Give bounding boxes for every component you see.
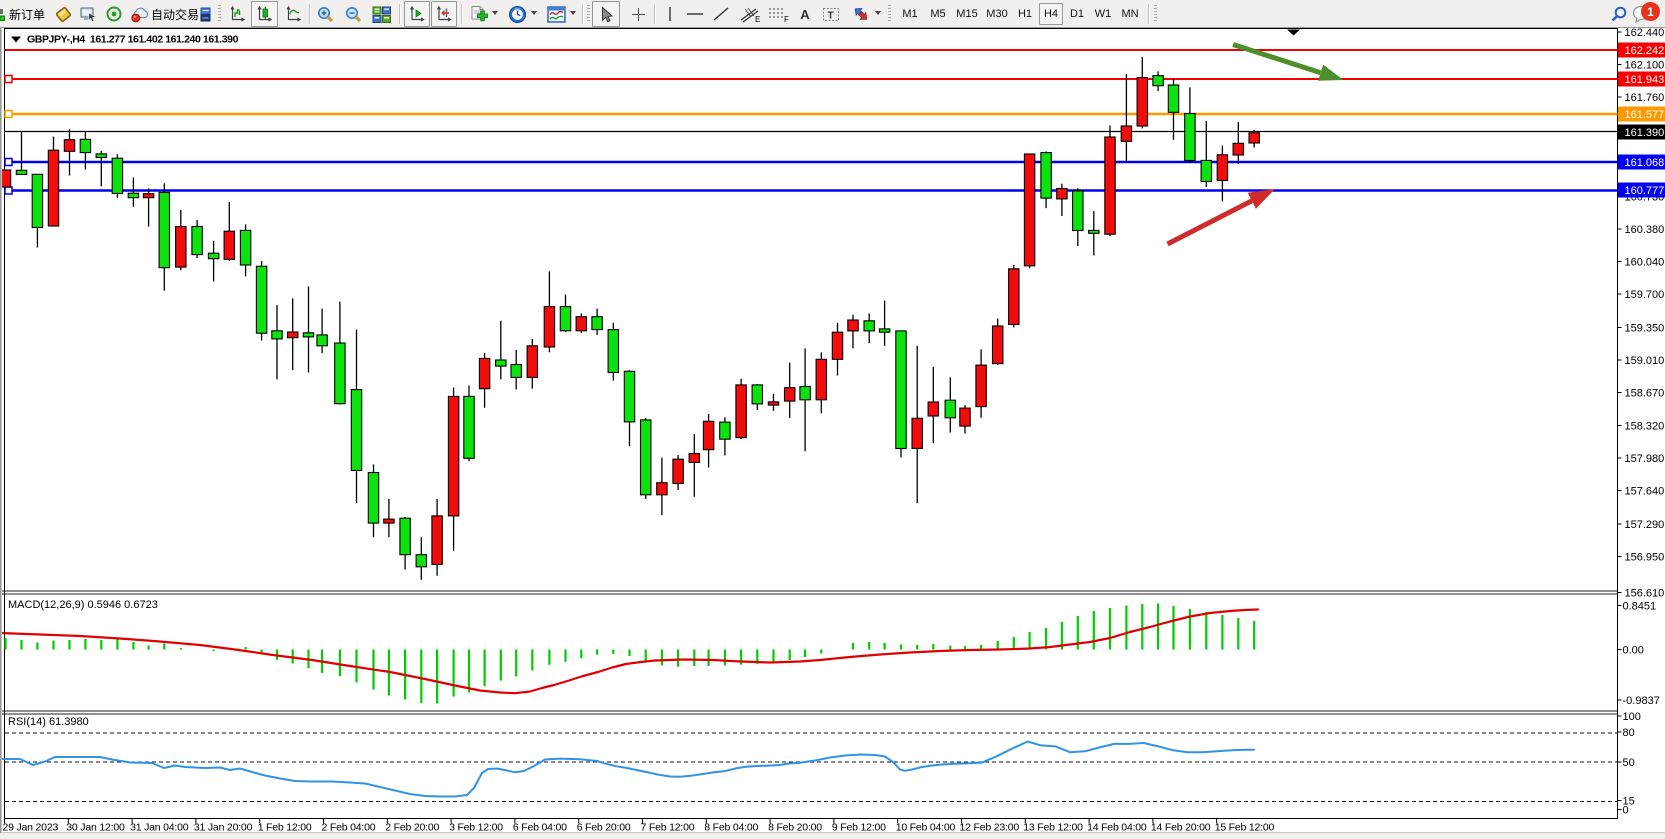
svg-text:158.320: 158.320 xyxy=(1625,421,1665,433)
svg-text:T: T xyxy=(828,10,834,21)
svg-text:14 Feb 04:00: 14 Feb 04:00 xyxy=(1087,822,1147,834)
svg-text:RSI(14) 61.3980: RSI(14) 61.3980 xyxy=(8,716,89,728)
svg-text:13 Feb 12:00: 13 Feb 12:00 xyxy=(1023,822,1083,834)
svg-text:10 Feb 04:00: 10 Feb 04:00 xyxy=(896,822,956,834)
svg-text:159.350: 159.350 xyxy=(1625,323,1665,335)
svg-text:29 Jan 2023: 29 Jan 2023 xyxy=(3,822,59,834)
svg-text:15: 15 xyxy=(1623,796,1635,808)
svg-text:7 Feb 12:00: 7 Feb 12:00 xyxy=(641,822,695,834)
svg-text:161.068: 161.068 xyxy=(1625,157,1665,169)
svg-text:3 Feb 12:00: 3 Feb 12:00 xyxy=(449,822,503,834)
svg-text:161.760: 161.760 xyxy=(1625,92,1665,104)
svg-text:161.943: 161.943 xyxy=(1625,74,1665,86)
svg-text:160.040: 160.040 xyxy=(1625,257,1665,269)
svg-text:2 Feb 04:00: 2 Feb 04:00 xyxy=(322,822,376,834)
svg-text:0: 0 xyxy=(1623,805,1629,817)
svg-text:31 Jan 20:00: 31 Jan 20:00 xyxy=(194,822,253,834)
svg-text:14 Feb 20:00: 14 Feb 20:00 xyxy=(1151,822,1211,834)
svg-text:157.640: 157.640 xyxy=(1625,486,1665,498)
svg-text:162.242: 162.242 xyxy=(1625,45,1665,57)
svg-text:100: 100 xyxy=(1623,711,1641,723)
svg-text:9 Feb 12:00: 9 Feb 12:00 xyxy=(832,822,886,834)
svg-text:157.290: 157.290 xyxy=(1625,519,1665,531)
svg-text:8 Feb 20:00: 8 Feb 20:00 xyxy=(768,822,822,834)
svg-text:80: 80 xyxy=(1623,727,1635,739)
svg-text:GBPJPY-,H4 161.277 161.402 16: GBPJPY-,H4 161.277 161.402 161.240 161.3… xyxy=(27,34,239,46)
svg-text:159.700: 159.700 xyxy=(1625,289,1665,301)
svg-text:8 Feb 04:00: 8 Feb 04:00 xyxy=(704,822,758,834)
svg-text:156.950: 156.950 xyxy=(1625,552,1665,564)
svg-text:1 Feb 12:00: 1 Feb 12:00 xyxy=(258,822,312,834)
svg-text:0.00: 0.00 xyxy=(1623,645,1644,657)
svg-text:6 Feb 20:00: 6 Feb 20:00 xyxy=(577,822,631,834)
svg-text:F: F xyxy=(784,15,789,23)
svg-text:162.100: 162.100 xyxy=(1625,60,1665,72)
svg-text:50: 50 xyxy=(1623,757,1635,769)
svg-text:-0.9837: -0.9837 xyxy=(1623,695,1660,707)
svg-text:MACD(12,26,9) 0.5946 0.6723: MACD(12,26,9) 0.5946 0.6723 xyxy=(8,599,158,611)
svg-text:12 Feb 23:00: 12 Feb 23:00 xyxy=(960,822,1020,834)
svg-text:161.577: 161.577 xyxy=(1625,109,1665,121)
svg-text:0.8451: 0.8451 xyxy=(1623,601,1657,613)
svg-text:2 Feb 20:00: 2 Feb 20:00 xyxy=(385,822,439,834)
svg-text:15 Feb 12:00: 15 Feb 12:00 xyxy=(1215,822,1275,834)
svg-text:162.440: 162.440 xyxy=(1625,27,1665,39)
svg-text:158.670: 158.670 xyxy=(1625,388,1665,400)
svg-text:161.390: 161.390 xyxy=(1625,127,1665,139)
svg-text:6 Feb 04:00: 6 Feb 04:00 xyxy=(513,822,567,834)
svg-text:156.610: 156.610 xyxy=(1625,588,1665,600)
svg-text:160.380: 160.380 xyxy=(1625,224,1665,236)
svg-text:160.777: 160.777 xyxy=(1625,185,1665,197)
svg-text:31 Jan 04:00: 31 Jan 04:00 xyxy=(130,822,189,834)
svg-text:30 Jan 12:00: 30 Jan 12:00 xyxy=(66,822,125,834)
svg-text:E: E xyxy=(755,15,760,23)
svg-text:157.980: 157.980 xyxy=(1625,453,1665,465)
svg-text:159.010: 159.010 xyxy=(1625,355,1665,367)
